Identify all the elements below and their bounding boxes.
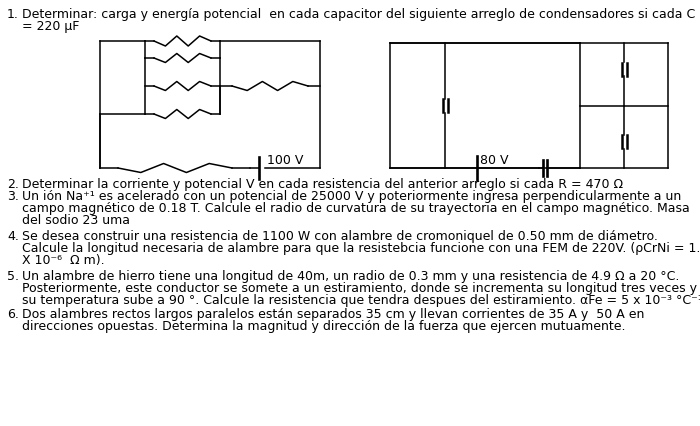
Text: Un alambre de hierro tiene una longitud de 40m, un radio de 0.3 mm y una resiste: Un alambre de hierro tiene una longitud …	[22, 270, 680, 283]
Text: Se desea construir una resistencia de 1100 W con alambre de cromoniquel de 0.50 : Se desea construir una resistencia de 11…	[22, 230, 658, 243]
Text: Un ión Na⁺¹ es acelerado con un potencial de 25000 V y poteriormente ingresa per: Un ión Na⁺¹ es acelerado con un potencia…	[22, 190, 681, 203]
Text: 3.: 3.	[7, 190, 19, 203]
Text: 6.: 6.	[7, 308, 19, 321]
Text: Determinar la corriente y potencial V en cada resistencia del anterior arreglo s: Determinar la corriente y potencial V en…	[22, 178, 623, 191]
Text: su temperatura sube a 90 °. Calcule la resistencia que tendra despues del estira: su temperatura sube a 90 °. Calcule la r…	[22, 294, 700, 307]
Text: X 10⁻⁶  Ω m).: X 10⁻⁶ Ω m).	[22, 254, 104, 267]
Text: 100 V: 100 V	[267, 154, 303, 167]
Text: Calcule la longitud necesaria de alambre para que la resistebcia funcione con un: Calcule la longitud necesaria de alambre…	[22, 242, 700, 255]
Text: 80 V: 80 V	[480, 154, 508, 167]
Text: campo magnético de 0.18 T. Calcule el radio de curvatura de su trayectoria en el: campo magnético de 0.18 T. Calcule el ra…	[22, 202, 690, 215]
Text: 1.: 1.	[7, 8, 19, 21]
Text: Dos alambres rectos largos paralelos están separados 35 cm y llevan corrientes d: Dos alambres rectos largos paralelos est…	[22, 308, 645, 321]
Text: Determinar: carga y energía potencial  en cada capacitor del siguiente arreglo d: Determinar: carga y energía potencial en…	[22, 8, 695, 21]
Text: 2.: 2.	[7, 178, 19, 191]
Text: 5.: 5.	[7, 270, 19, 283]
Text: Posteriormente, este conductor se somete a un estiramiento, donde se incrementa : Posteriormente, este conductor se somete…	[22, 282, 697, 295]
Text: direcciones opuestas. Determina la magnitud y dirección de la fuerza que ejercen: direcciones opuestas. Determina la magni…	[22, 320, 626, 333]
Text: del sodio 23 uma: del sodio 23 uma	[22, 214, 130, 227]
Text: = 220 μF: = 220 μF	[22, 20, 79, 33]
Text: 4.: 4.	[7, 230, 19, 243]
